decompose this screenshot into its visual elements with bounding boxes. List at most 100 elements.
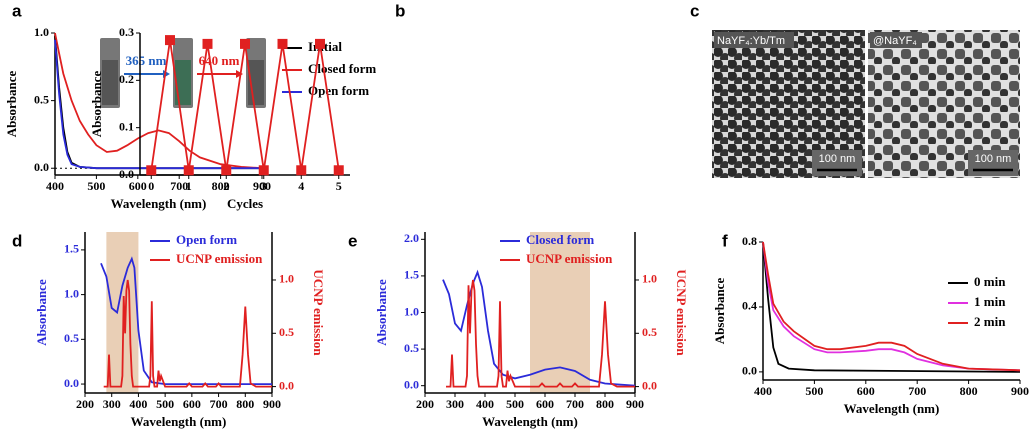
y-axis-title: Absorbance — [34, 279, 49, 346]
y2-tick-label: 0.5 — [642, 325, 657, 339]
series-line — [762, 241, 1021, 373]
x-tick-label: 800 — [236, 397, 254, 411]
series-line — [442, 269, 636, 387]
shaded-region — [530, 232, 590, 393]
x-axis-title: Wavelength (nm) — [131, 414, 227, 429]
x-axis-title: Wavelength (nm) — [844, 401, 940, 416]
panel-letter: b — [395, 1, 405, 20]
y-tick-label: 1.0 — [64, 286, 79, 300]
x-axis-title: Wavelength (nm) — [482, 414, 578, 429]
y2-axis-title: UCNP emission — [674, 269, 689, 356]
legend-label: 2 min — [974, 314, 1006, 329]
marker — [277, 38, 288, 49]
annotation: 365 nm — [126, 53, 167, 68]
marker — [165, 35, 175, 46]
y-tick-label: 0.1 — [119, 119, 134, 133]
y-tick-label: 0.0 — [119, 167, 134, 181]
y-tick-label: 0.0 — [64, 376, 79, 390]
y-tick-label: 0.2 — [119, 72, 134, 86]
x-tick-label: 300 — [103, 397, 121, 411]
legend-label: UCNP emission — [526, 251, 613, 266]
marker — [146, 165, 157, 176]
x-tick-label: 800 — [596, 397, 614, 411]
y-tick-label: 1.5 — [404, 268, 419, 282]
series-line — [446, 279, 635, 388]
series-line — [103, 279, 272, 388]
x-tick-label: 2 — [223, 179, 229, 193]
scale-bg — [812, 150, 862, 176]
y-tick-label: 0.0 — [404, 377, 419, 391]
marker — [240, 38, 250, 49]
x-axis-title: Wavelength (nm) — [111, 196, 207, 211]
legend-label: Open form — [176, 232, 237, 247]
y-tick-label: 2.0 — [404, 231, 419, 245]
x-tick-label: 5 — [336, 179, 342, 193]
panel-letter: c — [690, 1, 699, 20]
scale-bg — [968, 150, 1018, 176]
cuvette-liquid — [102, 60, 118, 105]
y-tick-label: 0.5 — [404, 341, 419, 355]
x-tick-label: 900 — [253, 179, 271, 193]
y-tick-label: 0.8 — [742, 234, 757, 248]
panel-letter: e — [348, 231, 357, 250]
marker — [221, 165, 232, 176]
x-tick-label: 900 — [1011, 384, 1029, 398]
y2-tick-label: 1.0 — [642, 272, 657, 286]
x-tick-label: 700 — [908, 384, 926, 398]
x-tick-label: 500 — [506, 397, 524, 411]
x-tick-label: 1 — [186, 179, 192, 193]
series-line — [54, 39, 262, 170]
label-bg — [714, 32, 794, 48]
series-line — [762, 241, 1021, 372]
x-tick-label: 700 — [170, 179, 188, 193]
y2-tick-label: 0.0 — [279, 378, 294, 392]
y-tick-label: 0.5 — [34, 92, 49, 106]
marker — [258, 165, 269, 176]
y-tick-label: 0.0 — [34, 160, 49, 174]
x-tick-label: 600 — [857, 384, 875, 398]
marker — [296, 165, 307, 176]
marker — [183, 165, 194, 176]
series-line — [54, 32, 263, 170]
x-tick-label: 900 — [626, 397, 644, 411]
x-tick-label: 500 — [156, 397, 174, 411]
x-tick-label: 900 — [263, 397, 281, 411]
y-tick-label: 1.0 — [34, 25, 49, 39]
label-bg — [870, 32, 922, 48]
y-axis-title: Absorbance — [89, 71, 104, 138]
x-tick-label: 4 — [298, 179, 304, 193]
y-tick-label: 1.5 — [64, 242, 79, 256]
legend-label: 1 min — [974, 294, 1006, 309]
panel-letter: f — [722, 231, 728, 250]
legend-label: Initial — [308, 39, 342, 54]
x-tick-label: 0 — [148, 179, 154, 193]
y2-tick-label: 0.5 — [279, 325, 294, 339]
image-panel: c NaYF₄:Yb/Tm @NaYF₄ 100 nm 100 nm — [690, 1, 1020, 178]
y-axis-title: Absorbance — [374, 279, 389, 346]
x-tick-label: 400 — [46, 179, 64, 193]
x-axis-title: Cycles — [227, 196, 263, 211]
x-tick-label: 200 — [416, 397, 434, 411]
marker — [315, 38, 325, 49]
x-tick-label: 600 — [183, 397, 201, 411]
x-tick-label: 400 — [754, 384, 772, 398]
series-line — [762, 241, 1021, 372]
legend-label: UCNP emission — [176, 251, 263, 266]
scale-label: 100 nm — [819, 153, 856, 165]
legend-label: 0 min — [974, 274, 1006, 289]
x-tick-label: 500 — [805, 384, 823, 398]
x-tick-label: 700 — [566, 397, 584, 411]
legend-label: Closed form — [526, 232, 594, 247]
x-tick-label: 600 — [536, 397, 554, 411]
y2-tick-label: 1.0 — [279, 272, 294, 286]
y2-axis-title: UCNP emission — [311, 269, 326, 356]
image-label: @NaYF₄ — [873, 35, 917, 47]
scale-label: 100 nm — [975, 153, 1012, 165]
x-tick-label: 400 — [476, 397, 494, 411]
arrow-head — [236, 70, 243, 78]
y-axis-title: Absorbance — [4, 71, 19, 138]
y-tick-label: 0.0 — [742, 364, 757, 378]
y-tick-label: 1.0 — [404, 304, 419, 318]
x-tick-label: 3 — [261, 179, 267, 193]
